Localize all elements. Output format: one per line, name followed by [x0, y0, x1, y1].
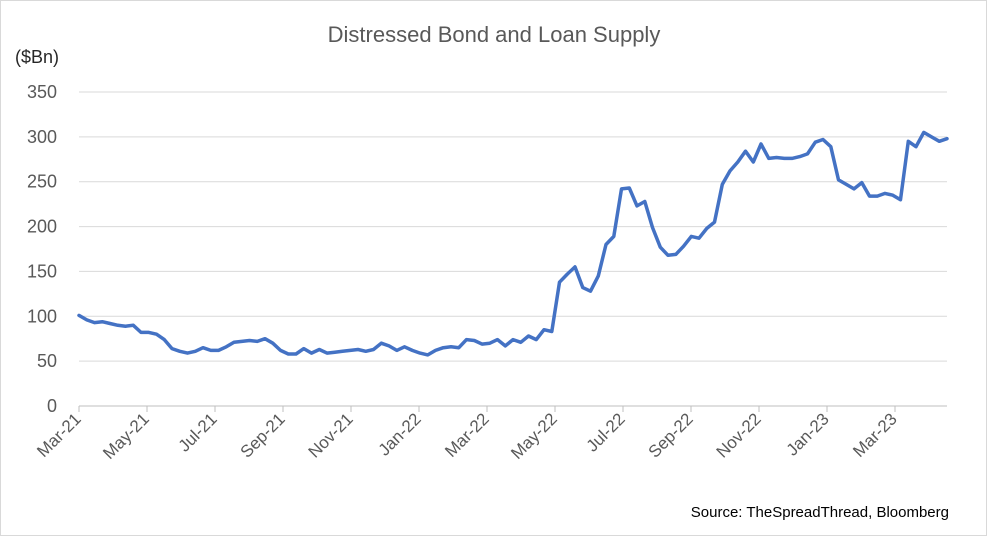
x-tick-label: May-22: [507, 409, 561, 463]
x-tick-label: Jan-23: [783, 409, 833, 459]
y-axis-unit-label: ($Bn): [15, 47, 59, 67]
y-tick-label: 0: [47, 396, 57, 416]
series-line: [77, 130, 949, 357]
x-tick-label: Nov-21: [305, 409, 357, 461]
x-tick-label: May-21: [99, 409, 153, 463]
x-tick-label: Jul-22: [583, 409, 629, 455]
x-tick-label: Mar-22: [441, 409, 493, 461]
x-axis: Mar-21 May-21 Jul-21 Sep-21 Nov-21 Jan-22 Mar-…: [33, 405, 947, 463]
series-group: [77, 130, 949, 357]
x-tick-label: Sep-21: [237, 409, 289, 461]
source-note: Source: TheSpreadThread, Bloomberg: [691, 504, 949, 521]
x-tick-label: Nov-22: [713, 409, 765, 461]
y-tick-label: 250: [27, 172, 57, 192]
x-tick-label: Mar-23: [849, 409, 901, 461]
x-tick-label: Jan-22: [375, 409, 425, 459]
y-tick-label: 100: [27, 306, 57, 326]
x-tick-label: Sep-22: [645, 409, 697, 461]
y-tick-label: 50: [37, 351, 57, 371]
chart-title: Distressed Bond and Loan Supply: [328, 22, 661, 47]
y-axis-ticks: 0 50 100 150 200 250 300 350: [27, 82, 57, 416]
y-tick-label: 150: [27, 261, 57, 281]
y-tick-label: 300: [27, 127, 57, 147]
y-tick-label: 200: [27, 217, 57, 237]
x-tick-label: Mar-21: [33, 409, 85, 461]
y-tick-label: 350: [27, 82, 57, 102]
x-tick-label: Jul-21: [175, 409, 221, 455]
gridlines: [79, 91, 947, 362]
